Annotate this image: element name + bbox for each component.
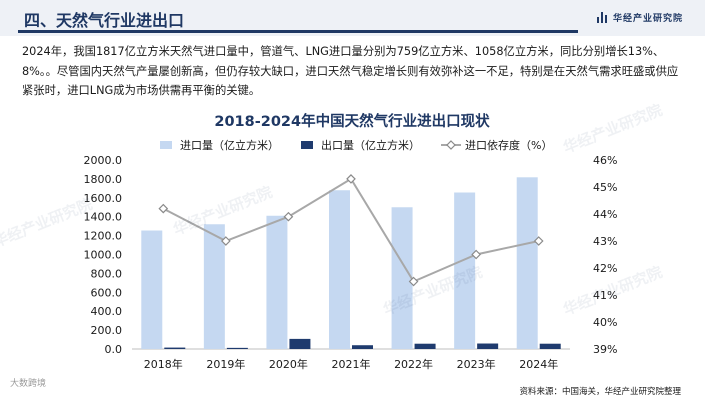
y-left-tick-label: 1000.0 <box>84 249 123 262</box>
source-note: 资料来源：中国海关，华经产业研究院整理 <box>519 387 681 397</box>
section-title: 四、天然气行业进出口 <box>24 11 185 30</box>
y-right-tick-label: 40% <box>593 316 617 329</box>
dependence-point <box>283 211 294 222</box>
y-left-tick-label: 2000.0 <box>84 154 123 167</box>
import-bar <box>391 207 413 349</box>
y-right-tick-label: 43% <box>593 235 617 248</box>
import-bar <box>266 215 288 349</box>
dependence-point <box>533 236 544 246</box>
legend-label: 进口依存度（%） <box>465 138 552 152</box>
y-right-tick-label: 46% <box>593 154 617 167</box>
y-left-tick-label: 1400.0 <box>84 211 123 224</box>
y-right-tick-label: 41% <box>593 289 617 302</box>
x-tick-label: 2021年 <box>332 357 371 371</box>
y-left-tick-label: 200.0 <box>91 324 123 337</box>
import-bar <box>454 192 476 349</box>
export-bar <box>226 347 248 349</box>
export-bar <box>289 338 311 349</box>
legend-swatch <box>160 141 172 149</box>
export-bar <box>352 345 373 349</box>
dependence-point <box>471 249 481 260</box>
legend-swatch <box>301 141 313 149</box>
x-tick-label: 2023年 <box>457 357 496 371</box>
legend-label: 进口量（亿立方米） <box>180 138 279 152</box>
export-bar <box>539 343 561 349</box>
x-tick-label: 2024年 <box>519 357 558 371</box>
brand-logo-icon <box>596 12 608 23</box>
x-tick-label: 2022年 <box>394 357 433 371</box>
header-underline <box>18 30 578 33</box>
dependence-point <box>221 236 231 246</box>
legend-swatch-marker <box>446 140 456 150</box>
chart-bars <box>141 177 561 349</box>
y-left-tick-label: 1200.0 <box>84 230 123 243</box>
y-right-tick-label: 45% <box>593 181 617 194</box>
brand: 华经产业研究院 <box>596 11 683 24</box>
y-left-tick-label: 1800.0 <box>84 173 123 186</box>
y-left-tick-label: 0.0 <box>105 343 123 356</box>
import-bar <box>203 224 225 349</box>
x-tick-label: 2019年 <box>206 357 245 371</box>
dependence-point <box>158 203 169 214</box>
import-bar <box>516 177 538 349</box>
export-bar <box>477 343 499 349</box>
chart-legend: 进口量（亿立方米） 出口量（亿立方米） 进口依存度（%） <box>160 138 552 152</box>
import-bar <box>329 190 350 349</box>
x-tick-label: 2018年 <box>144 357 183 371</box>
x-tick-label: 2020年 <box>269 357 308 371</box>
y-right-tick-label: 42% <box>593 262 617 275</box>
chart-line <box>158 174 544 287</box>
y-left-tick-label: 400.0 <box>91 305 123 318</box>
y-left-tick-label: 600.0 <box>91 286 123 299</box>
dependence-point <box>346 174 356 184</box>
import-bar <box>141 230 163 349</box>
y-right-tick-label: 39% <box>593 343 617 356</box>
chart-title: 2018-2024年中国天然气行业进出口现状 <box>214 112 490 130</box>
y-left-tick-label: 800.0 <box>91 267 123 280</box>
export-bar <box>164 347 186 349</box>
y-right-tick-label: 44% <box>593 208 617 221</box>
dependence-point <box>408 276 419 287</box>
intro-paragraph: 2024年，我国1817亿立方米天然气进口量中，管道气、LNG进口量分别为759… <box>22 45 679 97</box>
brand-name: 华经产业研究院 <box>612 14 683 24</box>
legend-label: 出口量（亿立方米） <box>321 138 420 152</box>
export-bar <box>414 343 436 349</box>
footer-logo: 大数跨境 <box>10 379 47 389</box>
y-left-tick-label: 1600.0 <box>84 192 123 205</box>
